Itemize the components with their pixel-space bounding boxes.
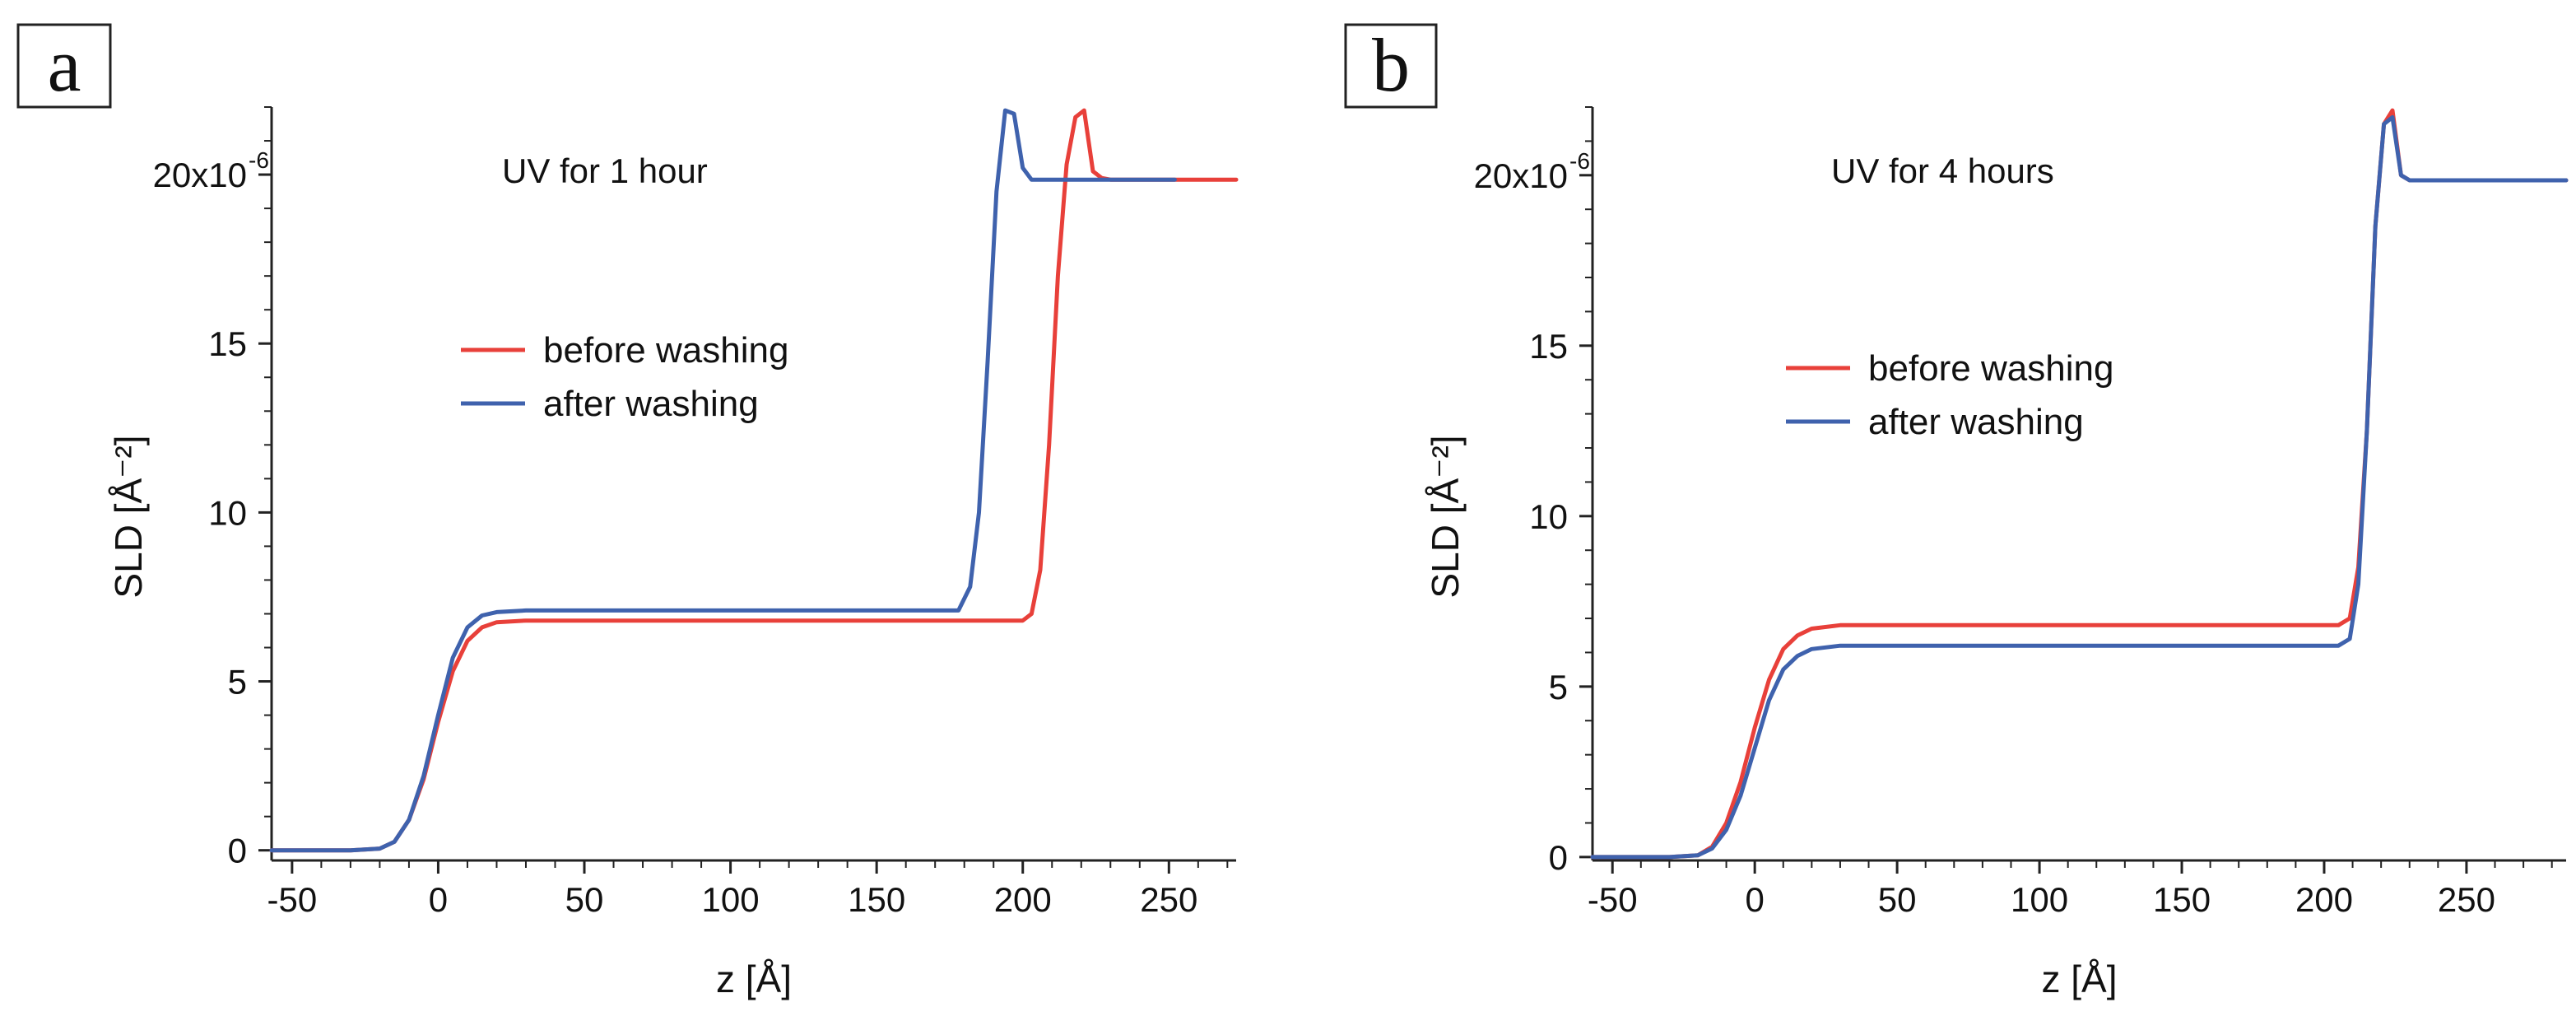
chart-a-series-after-washing <box>269 108 1177 853</box>
chart-b-ytick-label-20: 20x10 <box>1474 156 1568 195</box>
chart-b-ytick-exponent: -6 <box>1569 148 1590 174</box>
chart-b-xtick-label-100: 100 <box>2011 880 2068 919</box>
chart-a-xtick-label-250: 250 <box>1140 880 1197 919</box>
chart-b-xtick-label-150: 150 <box>2153 880 2211 919</box>
chart-a-legend-label-1: after washing <box>543 384 759 424</box>
chart-b-annotation: UV for 4 hours <box>1831 152 2054 190</box>
chart-b-xtick-label--50: -50 <box>1588 880 1638 919</box>
chart-a-ytick-label-15: 15 <box>208 324 247 363</box>
chart-b-ytick-label-5: 5 <box>1549 668 1568 706</box>
chart-b-panel-label-box <box>1344 23 1438 109</box>
chart-a-annotation: UV for 1 hour <box>502 152 708 190</box>
chart-a-xtick-label-100: 100 <box>702 880 760 919</box>
chart-b-xtick-label-250: 250 <box>2438 880 2495 919</box>
chart-b-y-axis-label: SLD [Å⁻²] <box>1424 435 1467 598</box>
chart-b-ytick-label-15: 15 <box>1529 327 1568 366</box>
chart-b-xtick-label-200: 200 <box>2295 880 2353 919</box>
chart-a-legend-label-0: before washing <box>543 330 788 371</box>
chart-a-y-axis-label: SLD [Å⁻²] <box>107 435 150 598</box>
chart-b-legend-label-0: before washing <box>1868 348 2113 389</box>
chart-a-xtick-label-150: 150 <box>848 880 905 919</box>
chart-a-xtick-label-50: 50 <box>565 880 604 919</box>
chart-a-xtick-label-200: 200 <box>994 880 1052 919</box>
chart-b-ytick-label-10: 10 <box>1529 497 1568 536</box>
chart-a-panel-label-box <box>16 23 112 109</box>
chart-a-ytick-label-0: 0 <box>228 832 247 870</box>
chart-b-panel-label: b <box>1372 23 1410 107</box>
chart-a-x-axis-label: z [Å] <box>716 958 792 1000</box>
chart-a-ytick-label-5: 5 <box>228 663 247 702</box>
chart-b-xtick-label-0: 0 <box>1745 880 1764 919</box>
chart-b-ytick-label-0: 0 <box>1549 838 1568 877</box>
chart-b-xtick-label-50: 50 <box>1878 880 1917 919</box>
chart-b-series-before-washing <box>1590 108 2569 860</box>
chart-a-ytick-label-20: 20x10 <box>153 156 247 194</box>
chart-a-xtick-label-0: 0 <box>429 880 448 919</box>
chart-b-legend-label-1: after washing <box>1868 402 2084 442</box>
chart-a-panel-label: a <box>48 23 81 107</box>
chart-a-ytick-exponent: -6 <box>249 147 269 173</box>
chart-b-series-after-washing <box>1590 114 2569 860</box>
chart-b-x-axis-label: z [Å] <box>2041 958 2117 1000</box>
chart-a-xtick-label--50: -50 <box>267 880 318 919</box>
chart-a-series-before-washing <box>269 108 1239 853</box>
chart-a-ytick-label-10: 10 <box>208 493 247 532</box>
